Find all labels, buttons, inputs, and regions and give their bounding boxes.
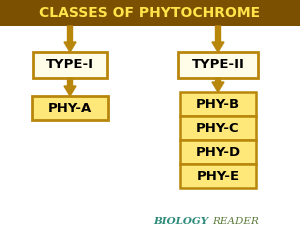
Text: PHY-B: PHY-B	[196, 97, 240, 110]
Text: PHY-E: PHY-E	[196, 169, 240, 182]
Text: READER: READER	[212, 216, 259, 226]
Bar	[178, 52, 258, 78]
Bar	[180, 164, 256, 188]
Bar	[33, 52, 107, 78]
Polygon shape	[212, 78, 224, 92]
Polygon shape	[64, 78, 76, 96]
Polygon shape	[212, 26, 224, 52]
Text: CLASSES OF PHYTOCHROME: CLASSES OF PHYTOCHROME	[39, 6, 261, 20]
Bar	[180, 140, 256, 164]
Text: TYPE-II: TYPE-II	[192, 58, 244, 72]
Text: PHY-D: PHY-D	[195, 145, 241, 158]
Text: PHY-C: PHY-C	[196, 121, 240, 134]
Bar	[180, 116, 256, 140]
Bar	[32, 96, 108, 120]
Bar	[0, 0, 300, 26]
Polygon shape	[64, 26, 76, 52]
Text: TYPE-I: TYPE-I	[46, 58, 94, 72]
Text: PHY-A: PHY-A	[48, 102, 92, 114]
Bar	[180, 92, 256, 116]
Text: BIOLOGY: BIOLOGY	[153, 216, 208, 226]
